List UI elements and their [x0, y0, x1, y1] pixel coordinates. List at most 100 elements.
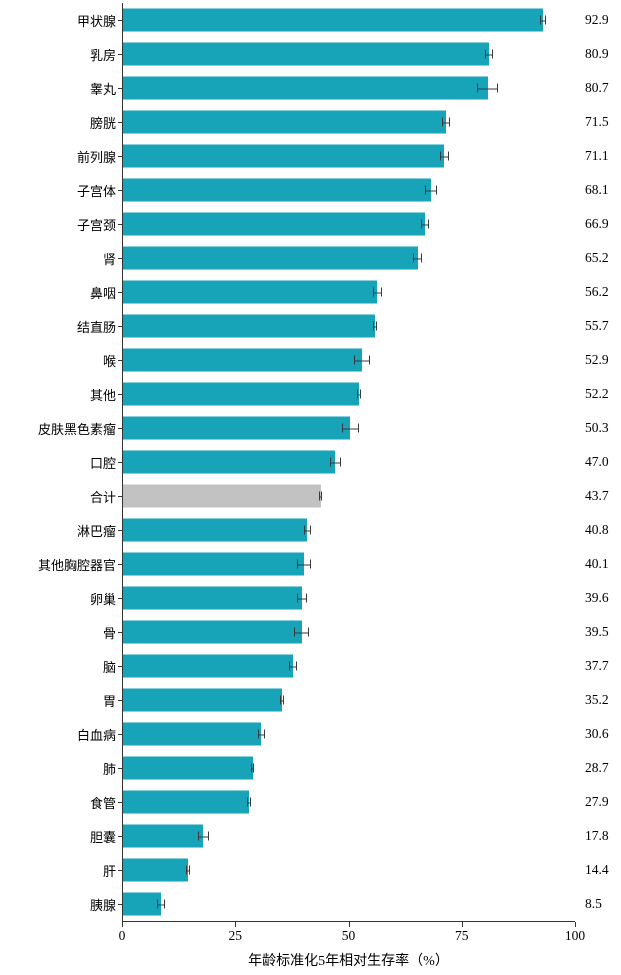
bar	[123, 552, 305, 576]
bar	[123, 484, 321, 508]
x-tick-mark	[348, 922, 350, 927]
bar-track	[118, 581, 575, 615]
bar-track	[118, 445, 575, 479]
bar-track	[118, 275, 575, 309]
y-tick-mark	[118, 190, 123, 191]
y-tick-mark	[118, 632, 123, 633]
x-tick-mark	[461, 922, 463, 927]
bar	[123, 76, 488, 100]
bar-track	[118, 513, 575, 547]
bar	[123, 110, 447, 134]
bar-row: 其他胸腔器官 40.1	[0, 547, 621, 581]
bar-row: 食管 27.9	[0, 785, 621, 819]
bar	[123, 178, 431, 202]
x-tick-labels: 0 25 50 75 100	[118, 927, 586, 947]
bar	[123, 212, 426, 236]
error-bar	[280, 695, 284, 705]
value-label: 40.1	[585, 556, 609, 571]
bar	[123, 382, 359, 406]
category-label: 鼻咽	[89, 285, 116, 301]
bar	[123, 348, 363, 372]
bar-track	[118, 751, 575, 785]
bar-track	[118, 241, 575, 275]
value-label: 71.1	[585, 148, 609, 163]
error-bar	[484, 49, 493, 59]
bar-track	[118, 173, 575, 207]
bar-row: 胆囊 17.8	[0, 819, 621, 853]
value-label: 28.7	[585, 760, 609, 775]
y-tick-mark	[118, 258, 123, 259]
bar	[123, 620, 302, 644]
bar-track	[118, 105, 575, 139]
value-label: 71.5	[585, 114, 609, 129]
bar-row: 膀胱 71.5	[0, 105, 621, 139]
y-tick-mark	[118, 564, 123, 565]
error-bar	[372, 321, 377, 331]
bar-row: 白血病 30.6	[0, 717, 621, 751]
bar	[123, 586, 302, 610]
bar-track	[118, 207, 575, 241]
bar	[123, 280, 378, 304]
bar-track	[118, 139, 575, 173]
y-tick-mark	[118, 462, 123, 463]
category-label: 其他	[89, 387, 116, 403]
bar	[123, 314, 375, 338]
bar-row: 脑 37.7	[0, 649, 621, 683]
error-bar	[294, 627, 309, 637]
bar-track	[118, 377, 575, 411]
value-label: 39.6	[585, 590, 609, 605]
error-bar	[341, 423, 359, 433]
y-tick-mark	[118, 428, 123, 429]
y-tick-mark	[118, 496, 123, 497]
error-bar	[477, 83, 499, 93]
error-bar	[540, 15, 546, 25]
error-bar	[297, 593, 307, 603]
bar-track	[118, 411, 575, 445]
y-tick-mark	[118, 326, 123, 327]
y-tick-mark	[118, 20, 123, 21]
category-label: 脑	[102, 659, 116, 675]
bar	[123, 144, 445, 168]
bar-track	[118, 479, 575, 513]
value-label: 14.4	[585, 862, 609, 877]
y-tick-mark	[118, 122, 123, 123]
value-label: 55.7	[585, 318, 609, 333]
x-axis-title: 年龄标准化5年相对生存率（%）	[248, 954, 449, 969]
y-tick-mark	[118, 54, 123, 55]
x-tick-mark	[122, 922, 123, 927]
x-axis	[0, 921, 621, 927]
value-label: 8.5	[585, 896, 602, 911]
bar-row: 皮肤黑色素瘤 50.3	[0, 411, 621, 445]
error-bar	[157, 899, 166, 909]
y-tick-mark	[118, 394, 123, 395]
bar-track	[118, 887, 575, 921]
category-label: 食管	[89, 795, 116, 811]
bar-row: 子宫颈 66.9	[0, 207, 621, 241]
bar-row: 卵巢 39.6	[0, 581, 621, 615]
value-label: 65.2	[585, 250, 609, 265]
x-tick-mark	[235, 922, 237, 927]
error-bar	[246, 797, 252, 807]
bar-row: 鼻咽 56.2	[0, 275, 621, 309]
value-label: 52.9	[585, 352, 609, 367]
bar	[123, 416, 351, 440]
y-tick-mark	[118, 802, 123, 803]
bar-row: 骨 39.5	[0, 615, 621, 649]
category-label: 胆囊	[89, 829, 116, 845]
bar	[123, 246, 418, 270]
value-label: 68.1	[585, 182, 609, 197]
bar-track	[118, 547, 575, 581]
y-tick-mark	[118, 88, 123, 89]
bar-row: 结直肠 55.7	[0, 309, 621, 343]
error-bar	[257, 729, 265, 739]
x-tick-label: 75	[455, 928, 469, 943]
bar-row: 淋巴瘤 40.8	[0, 513, 621, 547]
bar-row: 喉 52.9	[0, 343, 621, 377]
category-label: 肾	[102, 251, 116, 267]
error-bar	[186, 865, 190, 875]
value-label: 39.5	[585, 624, 609, 639]
x-tick-label: 0	[118, 928, 126, 943]
bar-row: 肝 14.4	[0, 853, 621, 887]
bar	[123, 518, 308, 542]
x-tick-label: 100	[564, 928, 586, 943]
